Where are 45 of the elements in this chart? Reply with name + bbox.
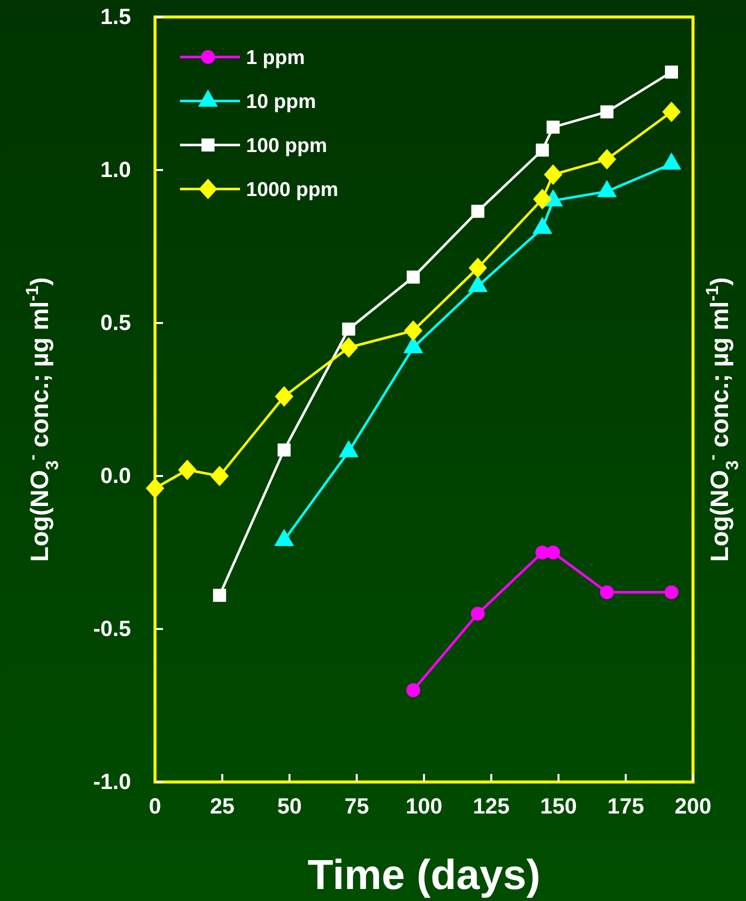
y-tick-label: -1.0 (93, 769, 131, 794)
point (342, 322, 356, 336)
point (406, 683, 420, 698)
point (146, 478, 164, 498)
point (274, 386, 294, 407)
x-tick-label: 200 (674, 794, 712, 819)
point (213, 588, 226, 602)
point (600, 585, 614, 600)
point (533, 188, 552, 210)
point (544, 164, 562, 185)
point (339, 337, 358, 358)
point (598, 149, 616, 170)
y-tick-label: 0.0 (100, 463, 131, 488)
point (600, 105, 614, 118)
point (664, 585, 678, 600)
x-tick-label: 175 (607, 794, 644, 819)
point (546, 120, 560, 134)
x-tick-label: 75 (344, 794, 369, 819)
y-tick-label: -0.5 (93, 616, 131, 642)
point (536, 144, 549, 157)
x-axis-title: Time (days) (308, 851, 540, 898)
x-tick-label: 0 (148, 794, 162, 819)
point (406, 270, 420, 284)
x-tick-label: 25 (210, 794, 234, 819)
x-tick-label: 150 (540, 794, 577, 819)
x-tick-label: 50 (277, 794, 302, 819)
point (546, 546, 560, 560)
y-tick-label: 1.0 (100, 157, 131, 182)
point (278, 443, 291, 457)
x-tick-label: 125 (472, 794, 510, 819)
y-tick-label: 0.5 (100, 310, 131, 336)
legend-label: 10 ppm (246, 91, 316, 113)
point (404, 320, 422, 341)
point (178, 460, 196, 480)
point (664, 66, 678, 79)
legend-label: 1000 ppm (246, 179, 338, 201)
y-tick-label: 1.5 (100, 4, 131, 30)
point (662, 102, 681, 122)
point (210, 466, 229, 486)
point (471, 204, 484, 218)
legend-label: 1 ppm (246, 47, 305, 69)
point (470, 606, 485, 621)
point (468, 258, 488, 278)
x-tick-label: 100 (406, 794, 442, 819)
legend-label: 100 ppm (246, 135, 328, 157)
